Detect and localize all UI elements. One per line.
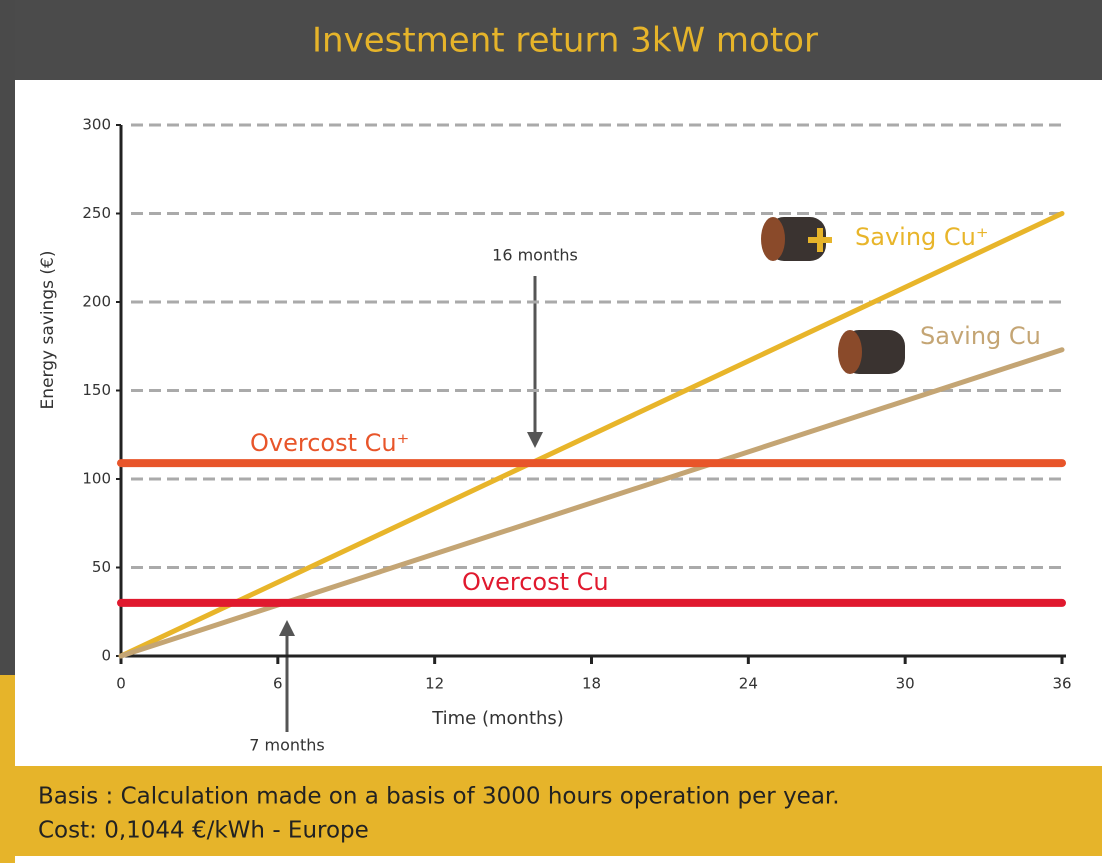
annotation: 7 months xyxy=(249,736,325,755)
motor-icon xyxy=(838,330,905,374)
y-tick-label: 0 xyxy=(101,647,111,665)
legend-label: Overcost Cu⁺ xyxy=(250,429,409,457)
legend-label: Saving Cu xyxy=(920,322,1041,350)
x-tick-label: 0 xyxy=(116,675,126,693)
x-tick-label: 12 xyxy=(425,675,444,693)
y-tick-label: 150 xyxy=(82,381,111,399)
footnote: Basis : Calculation made on a basis of 3… xyxy=(38,784,840,810)
background xyxy=(0,0,1102,863)
x-tick-label: 30 xyxy=(896,675,915,693)
y-tick-label: 100 xyxy=(82,470,111,488)
motor-icon xyxy=(761,217,832,261)
x-tick-label: 36 xyxy=(1052,675,1071,693)
x-tick-label: 24 xyxy=(739,675,758,693)
chart-title: Investment return 3kW motor xyxy=(312,21,818,61)
y-tick-label: 200 xyxy=(82,293,111,311)
y-tick-label: 250 xyxy=(82,204,111,222)
legend-label: Saving Cu⁺ xyxy=(855,223,989,251)
y-tick-label: 50 xyxy=(92,558,111,576)
left-accent xyxy=(0,675,15,863)
legend-label: Overcost Cu xyxy=(462,568,609,596)
chart: Investment return 3kW motor Basis : Calc… xyxy=(0,0,1102,863)
page: Investment return 3kW motor Basis : Calc… xyxy=(0,0,1102,863)
y-tick-label: 300 xyxy=(82,116,111,134)
footnote: Cost: 0,1044 €/kWh - Europe xyxy=(38,818,369,844)
x-tick-label: 6 xyxy=(273,675,283,693)
y-axis-label: Energy savings (€) xyxy=(38,251,58,410)
x-axis-label: Time (months) xyxy=(431,708,564,729)
annotation: 16 months xyxy=(492,246,578,265)
x-tick-label: 18 xyxy=(582,675,601,693)
